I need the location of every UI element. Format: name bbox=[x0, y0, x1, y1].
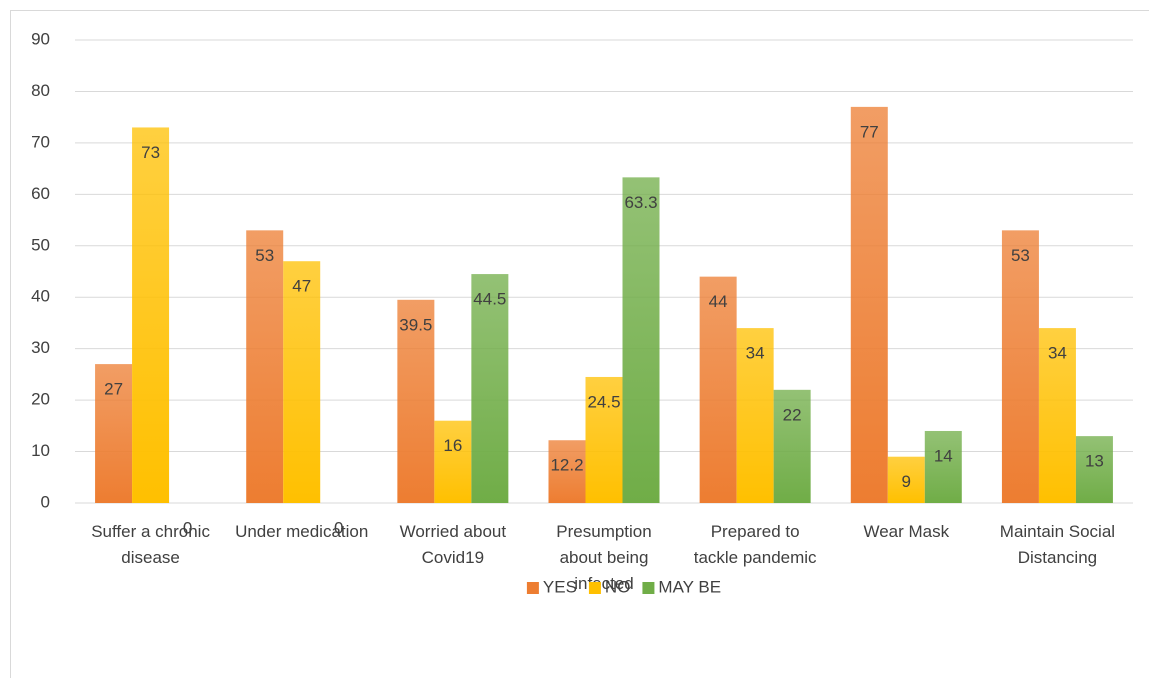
data-label: 53 bbox=[255, 246, 274, 265]
data-label: 34 bbox=[1048, 344, 1067, 363]
bar bbox=[246, 230, 284, 503]
data-label: 53 bbox=[1011, 246, 1030, 265]
bar bbox=[1001, 230, 1039, 503]
legend-label: NO bbox=[605, 577, 631, 596]
data-label: 77 bbox=[860, 122, 879, 141]
bar bbox=[132, 127, 170, 503]
bar bbox=[95, 364, 133, 503]
bar bbox=[699, 276, 737, 503]
bar bbox=[887, 456, 925, 503]
data-label: 27 bbox=[104, 380, 123, 399]
chart-border bbox=[10, 10, 1149, 678]
data-label: 12.2 bbox=[550, 456, 583, 475]
y-tick-label: 60 bbox=[31, 184, 50, 203]
data-label: 16 bbox=[443, 436, 462, 455]
y-tick-label: 40 bbox=[31, 287, 50, 306]
x-tick-label: Suffer a chronic disease bbox=[91, 522, 210, 567]
bar bbox=[397, 299, 435, 503]
x-tick-label: Under medication bbox=[235, 522, 368, 541]
data-label: 34 bbox=[746, 344, 765, 363]
data-label: 44 bbox=[709, 292, 728, 311]
bar bbox=[1038, 328, 1076, 503]
legend-label: MAY BE bbox=[658, 577, 721, 596]
data-label: 0 bbox=[334, 518, 343, 537]
data-label: 13 bbox=[1085, 452, 1104, 471]
data-label: 22 bbox=[783, 405, 802, 424]
y-tick-label: 50 bbox=[31, 235, 50, 254]
data-label: 63.3 bbox=[624, 193, 657, 212]
y-tick-label: 20 bbox=[31, 390, 50, 409]
y-tick-label: 80 bbox=[31, 81, 50, 100]
bar bbox=[548, 440, 586, 503]
x-tick-label: Wear Mask bbox=[863, 522, 949, 541]
y-tick-label: 70 bbox=[31, 132, 50, 151]
bar bbox=[850, 106, 888, 503]
data-label: 24.5 bbox=[587, 392, 620, 411]
x-tick-label: Maintain Social Distancing bbox=[1000, 522, 1115, 567]
x-tick-label: Worried about Covid19 bbox=[400, 522, 507, 567]
legend-label: YES bbox=[543, 577, 577, 596]
bar bbox=[924, 430, 962, 503]
bar bbox=[736, 328, 774, 503]
bar bbox=[622, 177, 660, 503]
legend-swatch bbox=[526, 582, 539, 594]
data-label: 44.5 bbox=[473, 290, 506, 309]
bar bbox=[773, 389, 811, 503]
bar bbox=[283, 261, 321, 503]
bar bbox=[434, 420, 472, 503]
x-tick-label: Prepared to tackle pandemic bbox=[694, 522, 817, 567]
data-label: 0 bbox=[183, 518, 192, 537]
y-tick-label: 30 bbox=[31, 338, 50, 357]
y-tick-label: 0 bbox=[41, 492, 50, 511]
data-label: 39.5 bbox=[399, 315, 432, 334]
data-label: 47 bbox=[292, 277, 311, 296]
y-tick-label: 90 bbox=[31, 29, 50, 48]
bar bbox=[471, 274, 509, 503]
bar bbox=[1075, 436, 1113, 503]
bar bbox=[585, 376, 623, 503]
data-label: 73 bbox=[141, 143, 160, 162]
y-tick-label: 10 bbox=[31, 441, 50, 460]
data-label: 9 bbox=[902, 472, 911, 491]
legend-swatch bbox=[588, 582, 601, 594]
legend-swatch bbox=[642, 582, 655, 594]
data-label: 14 bbox=[934, 446, 953, 465]
